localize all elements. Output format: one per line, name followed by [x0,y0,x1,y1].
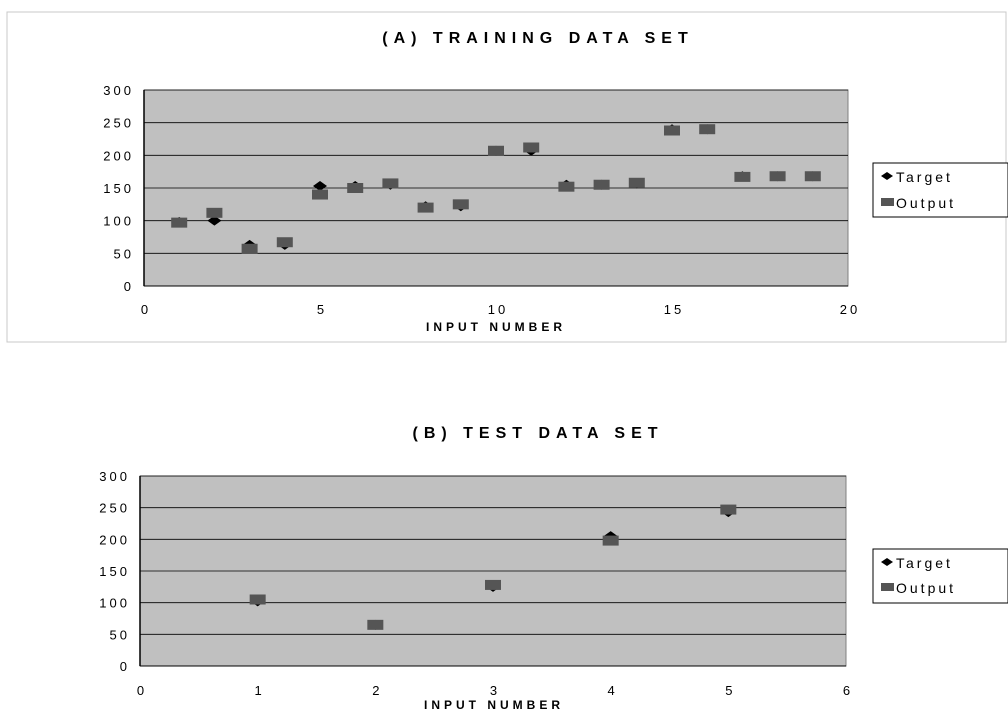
chart-b-y-tick-label: 150 [99,564,130,579]
chart-a-y-tick-label: 50 [114,246,134,261]
chart-b-output-point [720,504,737,515]
chart-b-y-tick-label: 250 [99,501,130,516]
chart-a-output-point [628,177,645,188]
chart-test-data-set: (B) TEST DATA SET 0 50 100 150 200 250 300 0 1 2… [99,425,1008,712]
chart-b-x-label: INPUT NUMBER [424,698,564,712]
chart-a-x-label: INPUT NUMBER [426,320,566,334]
chart-b-legend-box [872,548,1008,604]
chart-b-legend-output-marker [881,583,894,591]
chart-b-x-tick-label: 3 [490,683,500,698]
chart-a-x-ticks: 0 5 10 15 20 [141,302,860,317]
chart-a-output-point [382,178,399,189]
chart-a-output-point [558,181,575,192]
chart-a-x-tick-label: 15 [664,302,684,317]
chart-a-x-tick-label: 5 [317,302,327,317]
chart-a-output-point [347,183,364,193]
chart-a-legend-output-label: Output [896,195,956,211]
chart-b-x-tick-label: 6 [843,683,853,698]
chart-b-y-tick-label: 50 [110,627,130,642]
chart-b-points [249,504,737,630]
chart-a-legend-target-label: Target [896,169,953,185]
chart-a-y-tick-label: 200 [103,148,134,163]
chart-training-data-set: (A) TRAINING DATA SET 050100150200250300… [6,11,1008,343]
chart-a-output-point [804,171,821,182]
chart-b-x-tick-label: 2 [372,683,382,698]
chart-a-output-point [206,207,223,218]
chart-a-y-ticks: 0 50 100 150 200 250 300 [103,83,134,294]
chart-a-legend-output-marker [881,198,894,206]
chart-a-title: (A) TRAINING DATA SET [382,30,693,47]
chart-a-y-tick-label: 150 [103,181,134,196]
chart-b-output-point [249,594,266,605]
chart-a-y-tick-label: 0 [124,279,134,294]
chart-b-x-tick-label: 4 [608,683,618,698]
chart-b-y-tick-label: 300 [99,469,130,484]
chart-a-output-point [241,243,258,254]
chart-a-target-point [207,215,222,226]
chart-a-output-point [769,171,786,182]
chart-a-legend-target-marker [881,172,893,180]
chart-a-x-tick-label: 0 [141,302,151,317]
chart-b-title: (B) TEST DATA SET [412,425,663,442]
chart-a-y-tick-label: 100 [103,214,134,229]
chart-a-legend: Target Output [872,162,1008,218]
chart-a-y-tick-label: 250 [103,116,134,131]
chart-a-output-point [417,202,434,213]
chart-a-points [171,124,821,254]
chart-a-y-tick-label: 300 [103,83,134,98]
chart-a-output-point [171,217,188,228]
chart-a-output-point [699,124,716,135]
chart-b-y-tick-label: 100 [99,596,130,611]
chart-b-legend-target-marker [881,558,893,566]
chart-a-output-point [734,171,751,182]
chart-a-output-point [488,145,504,156]
chart-b-output-point [602,535,619,546]
chart-a-output-point [664,125,680,136]
chart-a-output-point [276,237,293,248]
chart-a-x-tick-label: 10 [488,302,508,317]
chart-b-legend-output-label: Output [896,580,956,596]
chart-a-output-point [523,142,540,153]
chart-a-target-point [313,181,327,192]
chart-b-legend: Target Output [872,548,1008,604]
chart-b-x-tick-label: 1 [255,683,265,698]
chart-a-legend-box [872,162,1008,218]
chart-b-output-point [367,619,384,630]
chart-b-y-tick-label: 200 [99,532,130,547]
chart-a-gridlines [144,89,848,254]
chart-b-output-point [485,579,501,590]
chart-b-x-tick-label: 5 [725,683,735,698]
chart-a-x-tick-label: 20 [840,302,860,317]
chart-b-y-ticks: 0 50 100 150 200 250 300 [99,469,130,674]
chart-a-output-point [452,199,469,210]
chart-b-y-tick-label: 0 [120,659,130,674]
chart-a-output-point [312,189,328,200]
chart-a-output-point [593,179,610,190]
chart-b-legend-target-label: Target [896,555,953,571]
chart-b-x-ticks: 0 1 2 3 4 5 6 [137,683,853,698]
chart-b-x-tick-label: 0 [137,683,147,698]
